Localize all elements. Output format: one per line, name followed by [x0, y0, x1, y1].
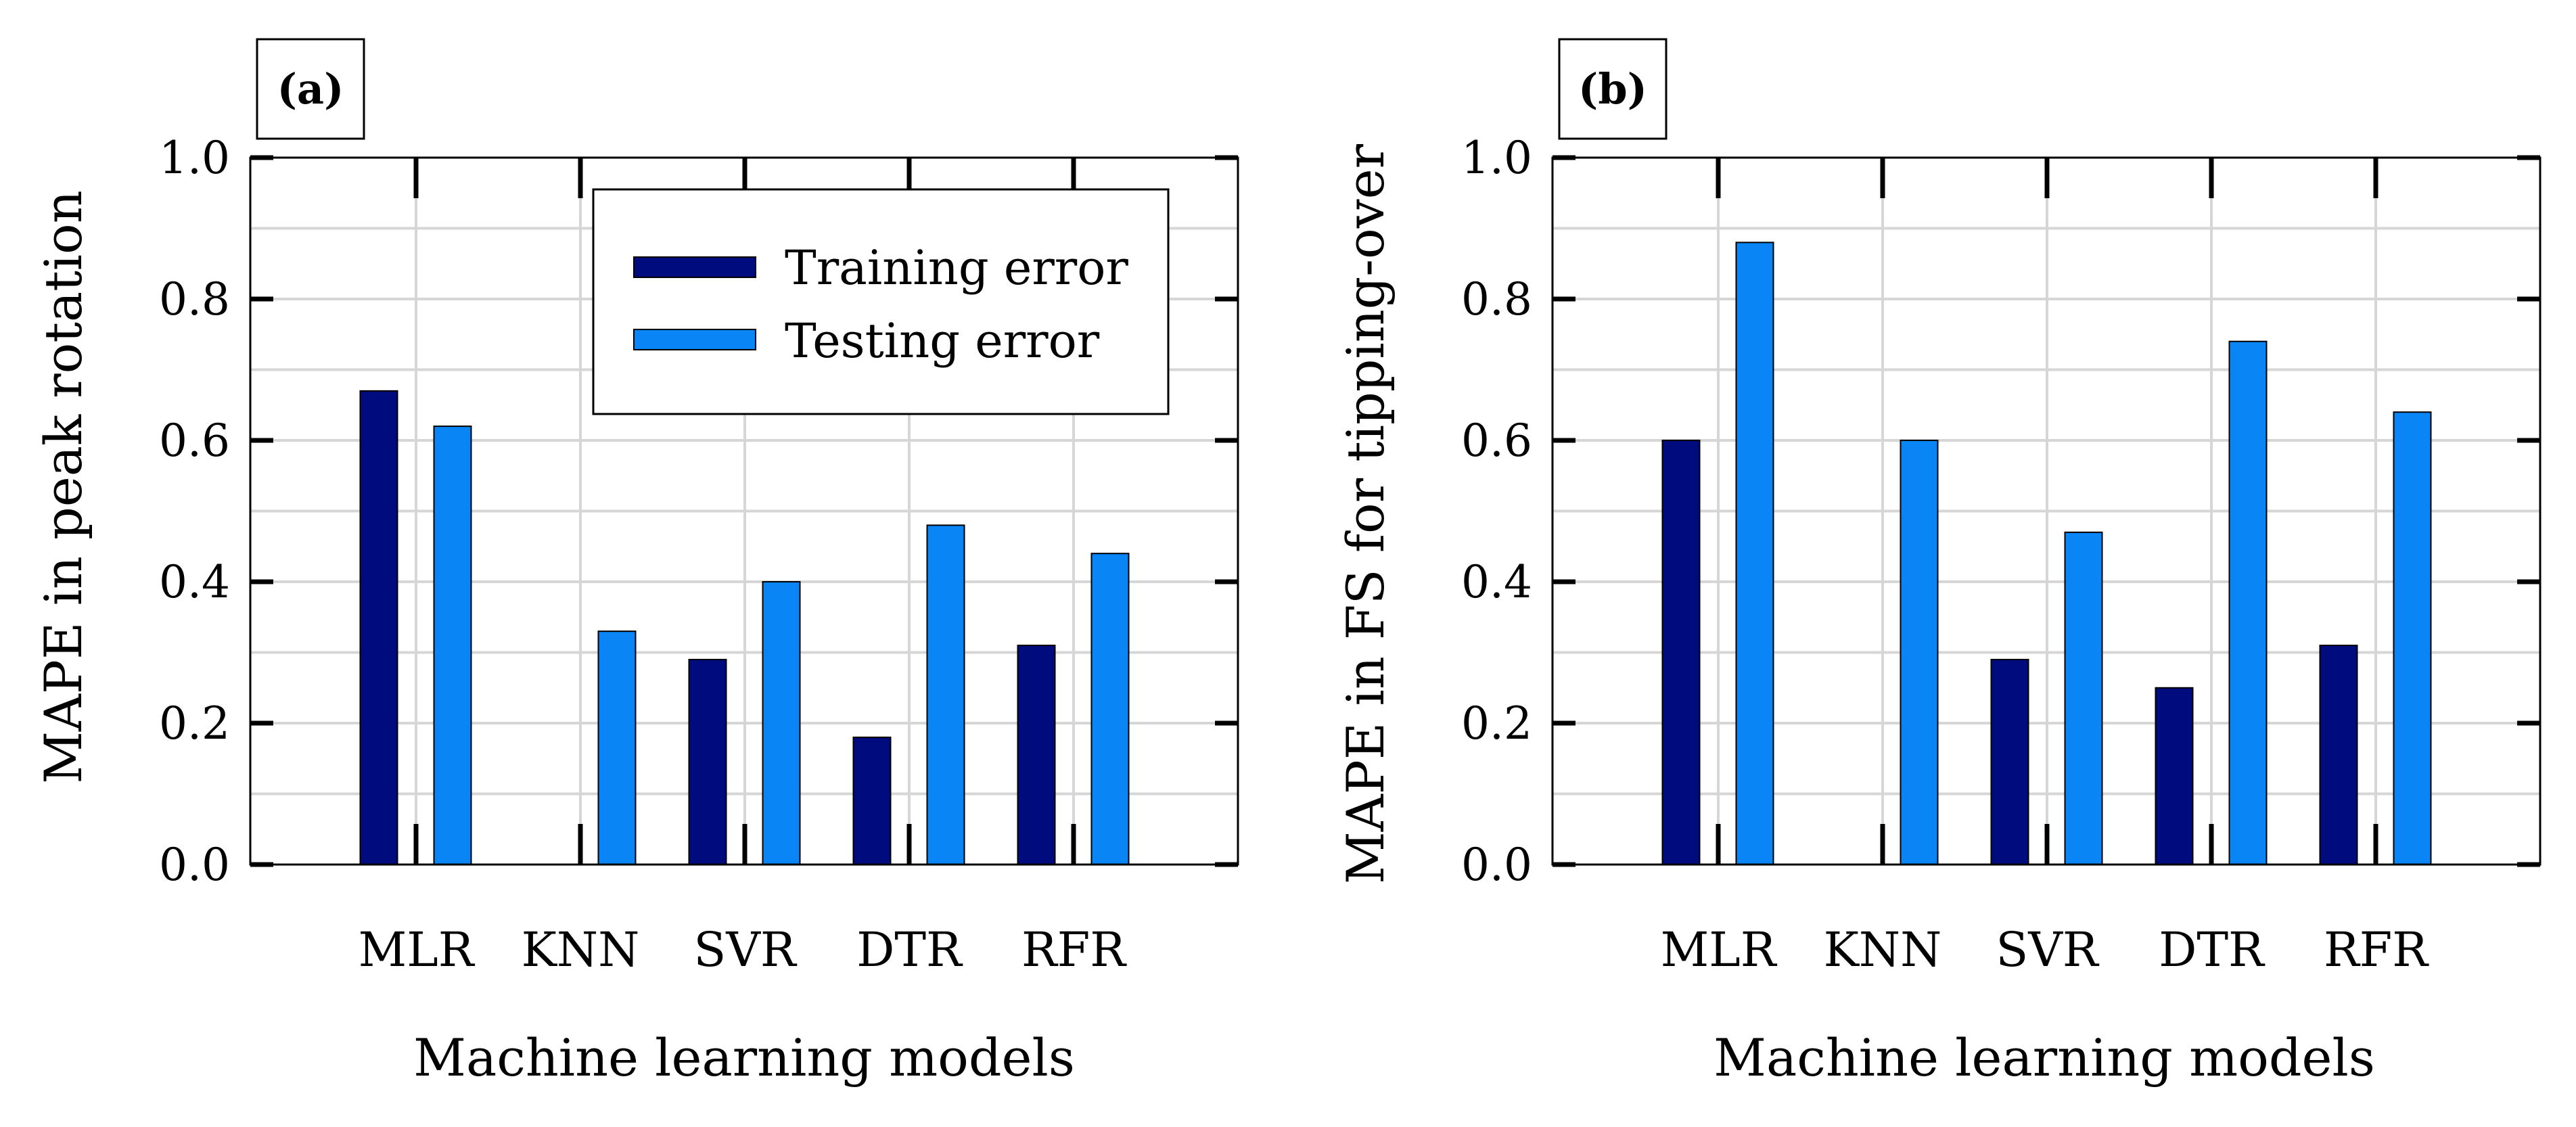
- training-bar-dtr: [2155, 687, 2194, 865]
- panel-b-y-axis-title: MAPE in FS for tipping-over: [1335, 143, 1396, 884]
- panel-b-tag-box: [1558, 38, 1668, 140]
- x-tick-label-svr: SVR: [693, 922, 798, 978]
- panel-b: (b) MLR KNN SVR DTR RFR 0.0 0.2 0.4 0.6 0.8 1.0 MA…: [1335, 38, 2542, 1088]
- y-tick-label: 1.0: [1461, 132, 1532, 184]
- testing-bar-rfr: [2393, 411, 2432, 865]
- training-bar-dtr: [852, 736, 892, 866]
- panel-a-tag-box: [256, 38, 365, 140]
- panel-a-tag: (a): [277, 64, 344, 114]
- x-tick-label-dtr: DTR: [2159, 922, 2266, 978]
- y-tick-label: 1.0: [159, 132, 230, 184]
- y-tick-label: 0.4: [159, 556, 230, 608]
- x-tick-label-rfr: RFR: [1021, 922, 1127, 978]
- training-bar-mlr: [359, 390, 398, 865]
- testing-bar-knn: [597, 630, 637, 866]
- training-bar-svr: [1990, 658, 2029, 865]
- y-tick-label: 0.8: [159, 273, 230, 325]
- x-tick-label-rfr: RFR: [2324, 922, 2429, 978]
- training-bar-mlr: [1661, 440, 1701, 865]
- plot-b-area: MLR KNN SVR DTR RFR 0.0 0.2 0.4 0.6 0.8 1.0: [1461, 132, 2542, 978]
- testing-bar-svr: [762, 581, 801, 865]
- testing-bar-dtr: [926, 524, 965, 866]
- legend-testing-label: Testing error: [785, 313, 1100, 369]
- panel-a-x-axis-title: Machine learning models: [413, 1028, 1075, 1088]
- testing-bar-knn: [1900, 440, 1939, 865]
- legend-testing-swatch: [633, 329, 756, 350]
- legend-box: [592, 188, 1170, 415]
- training-bar-rfr: [1017, 645, 1056, 865]
- legend-training-label: Training error: [785, 240, 1128, 296]
- y-tick-label: 0.4: [1461, 556, 1532, 608]
- y-tick-label: 0.6: [159, 415, 230, 467]
- y-tick-label: 0.6: [1461, 415, 1532, 467]
- testing-bar-mlr: [1735, 242, 1774, 865]
- y-tick-label: 0.8: [1461, 273, 1532, 325]
- x-tick-label-knn: KNN: [1824, 922, 1942, 978]
- panel-b-x-axis-title: Machine learning models: [1714, 1028, 2375, 1088]
- y-tick-label: 0.2: [1461, 697, 1532, 750]
- panel-b-tag: (b): [1578, 64, 1647, 114]
- x-tick-label-mlr: MLR: [359, 922, 476, 978]
- testing-bar-rfr: [1090, 553, 1130, 865]
- x-tick-label-svr: SVR: [1996, 922, 2100, 978]
- testing-bar-dtr: [2228, 340, 2268, 865]
- y-tick-label: 0.0: [1461, 839, 1532, 891]
- training-bar-rfr: [2319, 645, 2358, 865]
- y-tick-label: 0.2: [159, 697, 230, 750]
- training-bar-svr: [688, 658, 727, 865]
- legend-training-swatch: [633, 256, 756, 278]
- y-tick-label: 0.0: [159, 839, 230, 891]
- x-tick-label-knn: KNN: [522, 922, 640, 978]
- testing-bar-svr: [2064, 531, 2103, 865]
- panel-a-y-axis-title: MAPE in peak rotation: [33, 190, 93, 784]
- panel-a: (a) MLR KNN SVR DTR RFR 0.0 0.2 0.4 0.6 0.8 1.0 MA…: [33, 38, 1239, 1088]
- legend: Training error Testing error: [592, 188, 1170, 415]
- x-tick-label-mlr: MLR: [1661, 922, 1778, 978]
- x-tick-label-dtr: DTR: [856, 922, 963, 978]
- testing-bar-mlr: [433, 426, 472, 865]
